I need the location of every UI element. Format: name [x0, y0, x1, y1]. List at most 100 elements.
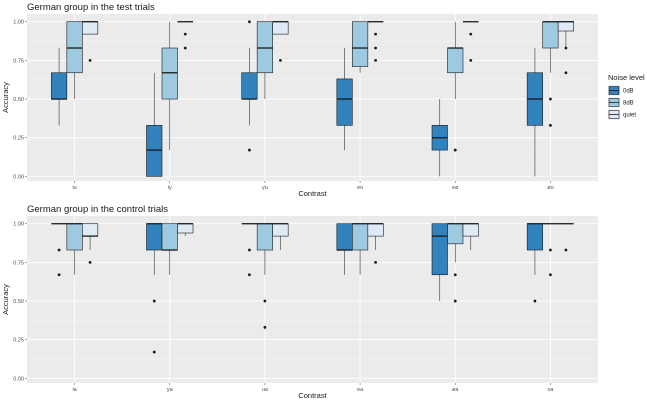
outlier-point — [374, 46, 377, 50]
box-body — [82, 223, 99, 237]
box-body — [146, 125, 163, 177]
outlier-point — [549, 97, 552, 101]
legend-label: 0dB — [623, 89, 634, 95]
box-body — [66, 21, 83, 74]
box-8dB-ea — [352, 223, 369, 275]
box-0dB-øo — [526, 48, 543, 177]
x-tick-label: øa — [452, 387, 459, 393]
y-tick-label: 1.00 — [13, 20, 24, 26]
box-body — [161, 223, 178, 251]
box-body — [462, 223, 479, 237]
legend-label: 8dB — [623, 101, 634, 107]
panel-title: German group in the control trials — [27, 204, 168, 215]
box-quiet-ya — [177, 223, 194, 237]
outlier-point — [248, 148, 251, 152]
legend-item-0dB: 0dB — [608, 85, 634, 96]
box-body — [272, 21, 289, 35]
y-tick-label: 0.25 — [13, 136, 24, 142]
box-0dB-iy — [146, 72, 163, 177]
box-body — [82, 21, 99, 35]
box-quiet-eo — [367, 21, 384, 62]
box-8dB-ua — [256, 223, 273, 329]
y-tick-label: 0.00 — [13, 376, 24, 382]
box-body — [336, 223, 353, 251]
box-quiet-eø — [463, 21, 479, 62]
box-0dB-ia — [51, 223, 67, 277]
outlier-point — [263, 325, 267, 329]
outlier-point — [248, 248, 251, 252]
box-0dB-eo — [336, 48, 353, 151]
x-tick-label: ia — [72, 387, 77, 393]
box-0dB-iu — [51, 48, 68, 126]
outlier-point — [88, 260, 92, 264]
box-8dB-oa — [542, 223, 559, 277]
outlier-point — [453, 299, 457, 303]
outlier-point — [533, 299, 537, 303]
x-tick-label: yu — [262, 185, 268, 191]
box-quiet-ua — [272, 223, 289, 251]
panel-2: German group in the control trials 0.00 0.… — [1, 204, 598, 400]
box-body — [526, 223, 543, 251]
box-quiet-iy — [177, 21, 193, 50]
y-tick-label: 0.50 — [13, 299, 24, 305]
box-body — [51, 72, 68, 100]
x-tick-label: eø — [452, 185, 459, 191]
box-body — [146, 223, 163, 251]
box-8dB-yu — [256, 21, 273, 100]
box-body — [352, 21, 369, 67]
box-body — [256, 21, 273, 74]
outlier-point — [279, 58, 282, 62]
x-tick-label: ua — [262, 387, 269, 393]
outlier-point — [453, 273, 457, 277]
outlier-point — [564, 71, 568, 75]
box-0dB-oa — [526, 223, 543, 303]
outlier-point — [57, 273, 61, 277]
x-tick-label: iu — [72, 185, 76, 191]
box-body — [241, 72, 258, 100]
box-8dB-øa — [447, 223, 464, 303]
outlier-point — [564, 248, 568, 252]
box-body — [447, 47, 464, 74]
outlier-point — [263, 299, 267, 303]
x-tick-label: oa — [547, 387, 554, 393]
x-tick-label: ya — [167, 387, 174, 393]
box-body — [177, 223, 194, 234]
legend-item-8dB: 8dB — [608, 97, 634, 108]
box-body — [431, 223, 448, 276]
outlier-point — [374, 58, 377, 62]
box-body — [557, 21, 574, 32]
box-8dB-øo — [542, 21, 559, 127]
legend-item-quiet: quiet — [608, 109, 636, 120]
box-body — [447, 223, 464, 245]
outlier-point — [469, 58, 473, 62]
box-quiet-øo — [557, 21, 574, 75]
y-tick-label: 0.25 — [13, 338, 24, 344]
x-tick-label: øo — [547, 185, 553, 191]
y-axis-label: Accuracy — [1, 284, 10, 315]
outlier-point — [183, 32, 187, 36]
x-tick-label: iy — [168, 185, 172, 191]
legend-title: Noise level — [608, 73, 645, 82]
outlier-point — [453, 148, 457, 152]
box-0dB-eø — [431, 99, 448, 177]
box-body — [256, 223, 273, 251]
plot-area — [27, 216, 598, 383]
box-0dB-ua — [241, 223, 258, 277]
y-tick-label: 0.75 — [13, 58, 24, 64]
box-body — [367, 223, 384, 237]
x-axis-label: Contrast — [298, 189, 327, 198]
outlier-point — [549, 123, 552, 127]
box-body — [542, 21, 559, 49]
panel-title: German group in the test trials — [27, 2, 155, 13]
x-axis-label: Contrast — [298, 391, 327, 400]
box-8dB-ia — [66, 223, 83, 275]
outlier-point — [248, 273, 251, 277]
y-tick-label: 0.75 — [13, 260, 24, 266]
outlier-point — [549, 248, 552, 252]
box-0dB-ya — [146, 223, 163, 354]
box-body — [66, 223, 83, 251]
box-8dB-eø — [447, 21, 464, 152]
outlier-point — [564, 46, 568, 50]
box-body — [161, 47, 178, 100]
